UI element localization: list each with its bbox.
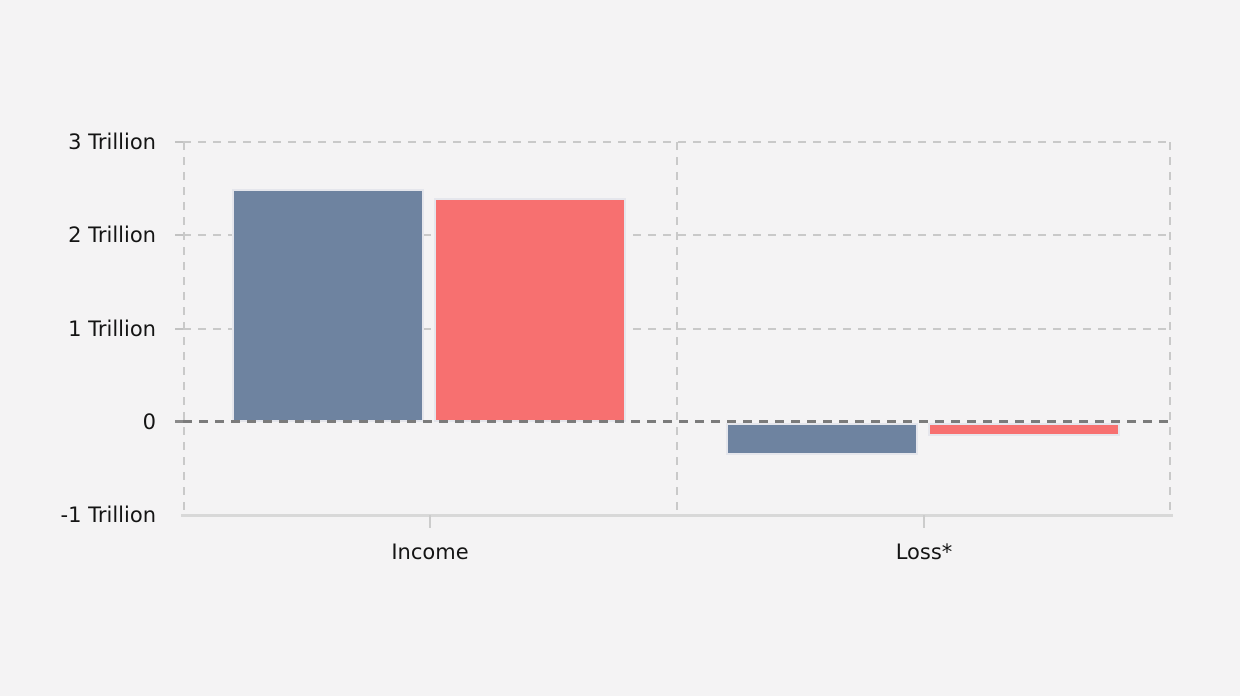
plot-right-border [1169, 142, 1171, 515]
bar-loss-red [928, 422, 1120, 436]
bar-income-blue [232, 188, 424, 422]
bar-loss-blue [726, 422, 918, 456]
y-axis-label: 0 [142, 409, 156, 434]
x-axis-label: Loss* [895, 540, 953, 564]
x-axis-tick [429, 515, 431, 528]
zero-gridline [183, 420, 1171, 424]
y-axis-tick [175, 327, 183, 330]
y-axis-label: -1 Trillion [60, 503, 156, 527]
plot-area [175, 141, 1173, 528]
x-axis-label: Income [391, 540, 469, 564]
x-axis-tick [923, 515, 925, 528]
y-axis-label: 3 Trillion [68, 130, 156, 154]
y-axis-tick [175, 141, 183, 143]
plot-left-border [183, 142, 185, 515]
bar-income-red [434, 197, 626, 422]
y-axis-label: 2 Trillion [68, 223, 156, 248]
y-axis-label: 1 Trillion [68, 316, 156, 341]
y-axis-tick [175, 234, 183, 237]
x-axis-line [181, 514, 1173, 517]
category-divider [676, 142, 678, 515]
y-axis-tick [175, 420, 183, 424]
